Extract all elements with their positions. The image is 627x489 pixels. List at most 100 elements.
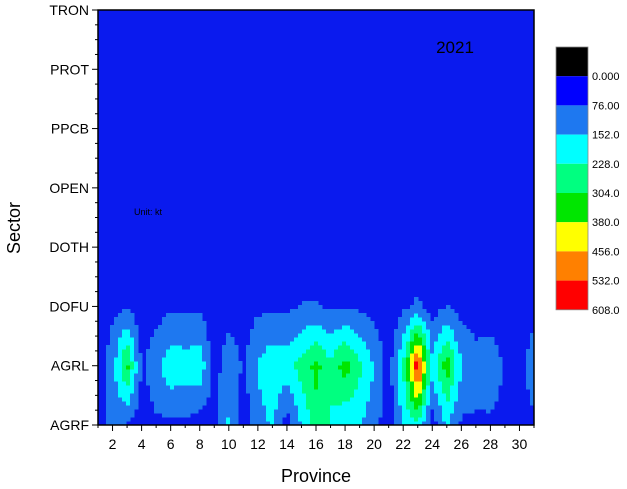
contour-cell — [494, 393, 499, 398]
contour-cell — [374, 413, 379, 418]
x-tick-label: 10 — [221, 436, 237, 452]
contour-cell — [370, 321, 375, 326]
contour-cell — [278, 421, 283, 425]
contour-cell — [486, 373, 491, 378]
contour-cell — [446, 345, 451, 350]
contour-cell — [274, 413, 279, 418]
contour-cell — [310, 397, 315, 402]
contour-cell — [322, 353, 327, 358]
contour-cell — [270, 317, 275, 322]
contour-cell — [430, 405, 435, 410]
contour-cell — [474, 401, 479, 406]
legend-swatch — [556, 105, 588, 135]
contour-cell — [358, 313, 363, 318]
contour-cell — [406, 417, 411, 422]
contour-cell — [322, 377, 327, 382]
contour-cell — [430, 385, 435, 390]
contour-cell — [418, 393, 423, 398]
contour-cell — [330, 321, 335, 326]
contour-cell — [446, 401, 451, 406]
y-axis-label: Sector — [4, 202, 24, 254]
contour-cell — [326, 309, 331, 314]
contour-cell — [134, 325, 139, 330]
contour-cell — [346, 365, 351, 370]
contour-cell — [162, 361, 167, 366]
contour-cell — [398, 417, 403, 422]
contour-cell — [198, 385, 203, 390]
contour-cell — [446, 365, 451, 370]
contour-cell — [118, 381, 123, 386]
contour-cell — [358, 389, 363, 394]
contour-cell — [222, 373, 227, 378]
contour-cell — [290, 337, 295, 342]
contour-cell — [370, 421, 375, 425]
contour-cell — [458, 337, 463, 342]
contour-cell — [426, 365, 431, 370]
contour-cell — [378, 365, 383, 370]
contour-cell — [306, 317, 311, 322]
contour-cell — [162, 405, 167, 410]
contour-cell — [266, 341, 271, 346]
contour-cell — [418, 325, 423, 330]
contour-cell — [206, 353, 211, 358]
contour-cell — [302, 361, 307, 366]
contour-cell — [306, 365, 311, 370]
contour-cell — [374, 329, 379, 334]
contour-cell — [282, 369, 287, 374]
contour-cell — [450, 369, 455, 374]
contour-cell — [342, 341, 347, 346]
contour-cell — [170, 321, 175, 326]
contour-cell — [318, 393, 323, 398]
contour-cell — [366, 325, 371, 330]
contour-cell — [226, 341, 231, 346]
contour-cell — [426, 409, 431, 414]
contour-cell — [186, 349, 191, 354]
contour-cell — [182, 353, 187, 358]
contour-cell — [478, 401, 483, 406]
contour-cell — [118, 341, 123, 346]
contour-cell — [406, 345, 411, 350]
contour-cell — [326, 333, 331, 338]
contour-cell — [130, 373, 135, 378]
contour-cell — [370, 389, 375, 394]
contour-cell — [482, 385, 487, 390]
contour-cell — [222, 353, 227, 358]
contour-cell — [110, 409, 115, 414]
contour-cell — [330, 405, 335, 410]
contour-cell — [150, 345, 155, 350]
contour-cell — [238, 365, 243, 370]
contour-cell — [466, 381, 471, 386]
contour-cell — [282, 349, 287, 354]
contour-cell — [346, 393, 351, 398]
contour-cell — [222, 365, 227, 370]
contour-cell — [222, 413, 227, 418]
contour-cell — [366, 389, 371, 394]
contour-cell — [454, 321, 459, 326]
contour-cell — [106, 369, 111, 374]
contour-cell — [330, 357, 335, 362]
contour-cell — [434, 385, 439, 390]
contour-cell — [366, 333, 371, 338]
contour-cell — [410, 377, 415, 382]
contour-cell — [198, 365, 203, 370]
contour-cell — [462, 345, 467, 350]
contour-cell — [430, 345, 435, 350]
contour-cell — [294, 353, 299, 358]
contour-cell — [130, 329, 135, 334]
contour-cell — [122, 357, 127, 362]
contour-cell — [266, 393, 271, 398]
contour-cell — [458, 377, 463, 382]
contour-cell — [398, 377, 403, 382]
contour-cell — [306, 321, 311, 326]
contour-cell — [218, 389, 223, 394]
contour-cell — [398, 409, 403, 414]
x-tick-label: 4 — [138, 436, 146, 452]
contour-cell — [182, 345, 187, 350]
contour-cell — [326, 341, 331, 346]
contour-cell — [354, 329, 359, 334]
contour-cell — [462, 341, 467, 346]
contour-cell — [402, 309, 407, 314]
contour-cell — [378, 341, 383, 346]
contour-cell — [362, 377, 367, 382]
contour-cell — [198, 321, 203, 326]
